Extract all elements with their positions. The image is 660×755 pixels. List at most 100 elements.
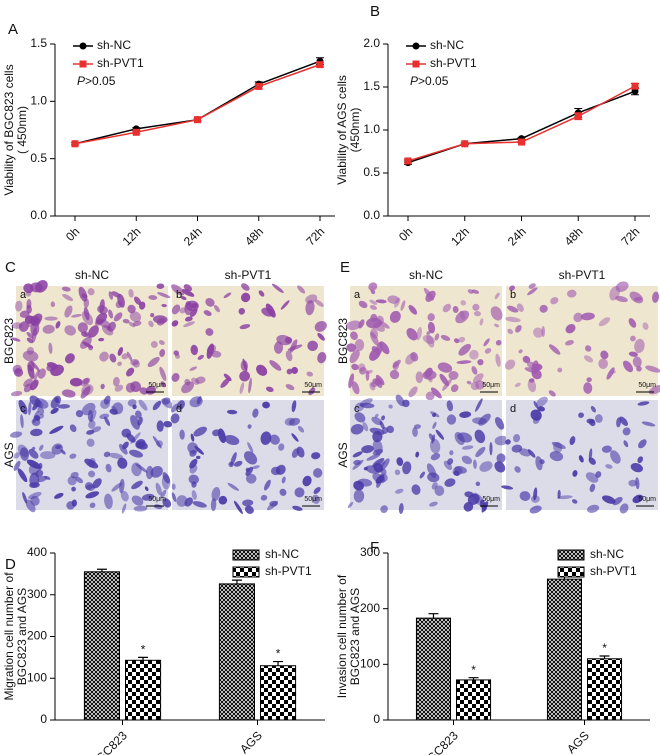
cell (88, 470, 96, 478)
cell (347, 501, 354, 509)
cell (637, 401, 650, 406)
cell (89, 502, 96, 509)
micrograph-bg (506, 286, 658, 396)
tile-label: b (176, 289, 182, 301)
cell (239, 324, 251, 330)
cell (434, 485, 445, 496)
cell (395, 394, 405, 407)
cell (28, 463, 40, 476)
cell (156, 440, 164, 447)
legend-label: sh-PVT1 (590, 564, 637, 578)
cell (291, 448, 300, 458)
cell (97, 318, 111, 329)
cell (454, 465, 467, 474)
cell (641, 421, 656, 427)
cell (428, 376, 433, 383)
cell (622, 427, 631, 436)
cell (138, 399, 148, 411)
column-label: sh-PVT1 (225, 268, 272, 282)
cell (170, 403, 179, 413)
cell (37, 475, 48, 483)
cell (128, 288, 134, 298)
cell (619, 416, 628, 426)
cell (126, 351, 133, 362)
cell (389, 310, 401, 323)
cell (589, 483, 596, 493)
cell (152, 315, 168, 324)
cell (395, 488, 404, 494)
cell (425, 391, 435, 401)
cell (158, 340, 165, 346)
row-label: BGC823 (2, 318, 16, 364)
cell (515, 325, 522, 333)
cell (241, 283, 250, 291)
cell (501, 485, 514, 490)
cell (82, 341, 94, 349)
scale-label: 50μm (638, 382, 656, 389)
cell (598, 317, 611, 327)
cell (583, 382, 593, 394)
cell (223, 373, 232, 382)
y-tick-label: 1.5 (30, 36, 47, 50)
cell (160, 381, 166, 388)
bar (415, 617, 452, 721)
cell (256, 364, 268, 376)
x-tick-label: AGS (564, 728, 592, 755)
cell (10, 391, 23, 397)
cell (42, 324, 55, 334)
y-axis-label: BGC823 and AGS (15, 588, 29, 685)
cell (380, 505, 388, 514)
cell (269, 500, 278, 507)
cell (406, 328, 418, 341)
cell (454, 432, 465, 446)
bar (456, 679, 492, 721)
cell (453, 338, 460, 344)
cell (122, 318, 130, 324)
cell (375, 299, 387, 304)
cell (75, 409, 84, 418)
cell (103, 451, 111, 458)
error-bar (138, 656, 149, 661)
cell (429, 438, 441, 454)
cell (127, 304, 136, 314)
cell (224, 435, 240, 445)
cell (62, 293, 74, 302)
cell (183, 321, 195, 328)
cell (477, 359, 484, 366)
legend-label: sh-NC (265, 547, 299, 561)
cell (114, 384, 124, 392)
cell (480, 499, 487, 511)
cell (118, 443, 128, 455)
tile-label: a (354, 289, 361, 301)
cell (13, 460, 21, 471)
cell (416, 327, 422, 341)
cell (419, 471, 426, 479)
cell (594, 414, 603, 423)
cell (396, 457, 404, 466)
cell (372, 449, 384, 456)
cell (29, 482, 40, 489)
cell (381, 415, 386, 421)
cell (77, 322, 88, 333)
legend-label: sh-PVT1 (97, 56, 144, 70)
cell (537, 406, 545, 412)
cell (148, 295, 158, 300)
cell (388, 404, 393, 409)
cell (379, 458, 390, 472)
data-point (518, 138, 525, 146)
cell (240, 292, 251, 303)
scale-label: 50μm (482, 382, 500, 389)
cell (150, 465, 163, 478)
cell (81, 311, 94, 326)
cell (473, 459, 477, 469)
cell (352, 451, 363, 458)
cell (580, 312, 595, 321)
cell (638, 439, 647, 449)
cell (616, 417, 622, 428)
cell (472, 417, 487, 425)
cell (81, 402, 96, 416)
cell (424, 367, 433, 378)
cell (212, 429, 221, 437)
cell (354, 402, 365, 412)
cell (630, 335, 636, 342)
